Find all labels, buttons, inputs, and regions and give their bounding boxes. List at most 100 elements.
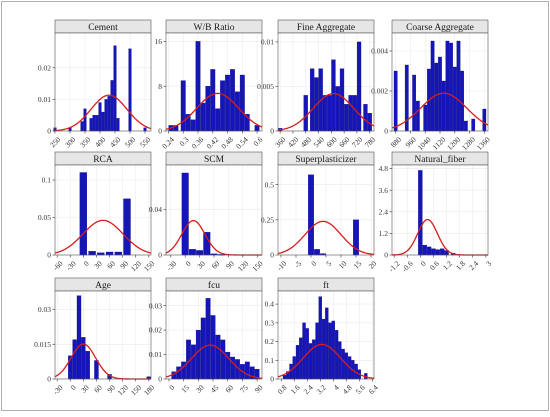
plot-area	[392, 165, 488, 255]
histogram-bar	[282, 375, 287, 380]
histogram-bar	[441, 80, 446, 132]
panel-cement: Cement 0 0.01 0.02 250 300 350 400 450 500 550	[38, 19, 153, 149]
x-tick-label: 120	[116, 383, 130, 397]
y-tick-label: 0.2	[265, 337, 275, 346]
x-tick-label: 1.6	[289, 383, 302, 396]
histogram-bar	[94, 360, 99, 380]
y-tick-label: 3.6	[379, 186, 389, 195]
density-curve	[277, 343, 375, 379]
y-tick-label: 0.03	[38, 305, 51, 314]
histogram-bar	[195, 41, 201, 132]
x-tick-label: 120	[129, 259, 143, 273]
x-tick-label: -0.6	[400, 259, 415, 274]
y-tick-label: 0	[47, 251, 51, 260]
x-tick-label: 0	[184, 259, 193, 268]
x-tick-label: 1360	[475, 135, 492, 152]
plot-area	[55, 165, 151, 255]
x-tick-label: 500	[123, 135, 137, 149]
x-tick-label: 0.48	[219, 135, 235, 151]
histogram-bar	[471, 118, 476, 132]
histogram-bar	[299, 337, 303, 380]
histogram-bar	[440, 248, 445, 256]
histogram-bar	[331, 59, 336, 132]
panel-title: ft	[323, 280, 329, 291]
y-tick-label: 0	[384, 127, 388, 136]
x-tick-label: 0.6	[251, 135, 264, 148]
x-tick-label: 2.4	[467, 259, 480, 272]
x-tick-label: 0.42	[204, 135, 220, 151]
y-tick-label: 16	[155, 37, 163, 46]
panel-title: W/B Ratio	[194, 23, 235, 33]
x-tick-label: 450	[108, 135, 122, 149]
y-tick-label: 0.002	[371, 87, 388, 96]
histogram-bar	[210, 315, 216, 380]
y-tick-label: 0.04	[149, 205, 162, 214]
x-tick-label: 1280	[460, 135, 477, 152]
histogram-bar	[113, 45, 117, 132]
histogram-bar	[76, 295, 82, 380]
y-tick-label: 0.05	[38, 213, 51, 222]
panel-border	[277, 290, 375, 380]
panel-title: Superplasticizer	[295, 155, 357, 165]
histogram-bar	[215, 334, 221, 380]
histogram-bar	[85, 351, 90, 380]
y-tick-label: 0.3	[265, 318, 275, 327]
panel-border	[277, 32, 375, 132]
y-tick-label: 0	[158, 127, 162, 136]
histogram-bar	[92, 115, 96, 132]
y-tick-label: 8	[158, 82, 162, 91]
y-tick-label: 4.8	[379, 164, 389, 173]
histogram-bar	[114, 251, 122, 256]
histogram-bar	[352, 95, 357, 132]
panel-w-b-ratio: W/B Ratio 0 8 16 0.24 0.3 0.36 0.42 0.48 0.54 0.6	[155, 19, 265, 151]
panel-title: Age	[95, 281, 111, 291]
y-tick-label: 0	[270, 375, 274, 384]
histogram-bar	[220, 80, 226, 132]
histogram-bar	[116, 118, 120, 132]
histogram-bar	[435, 249, 440, 256]
histogram-bar	[215, 108, 221, 132]
y-tick-label: 0	[270, 251, 274, 260]
panel-title: fcu	[208, 280, 220, 291]
histogram-bar	[254, 125, 260, 132]
histogram-bar	[234, 91, 240, 132]
y-tick-label: 0	[384, 251, 388, 260]
y-tick-label: 0	[270, 127, 274, 136]
density-curve	[165, 344, 263, 379]
x-tick-label: 780	[363, 135, 377, 149]
x-tick-label: 4	[332, 383, 341, 392]
histogram-bar	[434, 62, 439, 132]
histogram-bar	[482, 108, 487, 132]
histogram-bar	[328, 322, 332, 380]
figure-frame	[1, 1, 549, 411]
x-tick-label: 2.4	[302, 383, 315, 396]
x-tick-label: 300	[63, 135, 77, 149]
x-tick-label: 4.8	[341, 383, 354, 396]
x-tick-label: 0	[82, 259, 91, 268]
histogram-bar	[348, 95, 353, 132]
x-tick-label: 0.3	[178, 135, 191, 148]
y-tick-label: 0	[47, 375, 51, 384]
density-curve	[277, 92, 375, 131]
histogram-bar	[325, 307, 329, 380]
x-tick-label: 6.4	[367, 383, 380, 396]
y-tick-label: 0	[158, 375, 162, 384]
histogram-bar	[95, 115, 99, 132]
density-curve	[391, 92, 489, 129]
x-tick-label: 90	[224, 259, 236, 271]
histogram-bar	[104, 99, 108, 132]
histogram-bar	[128, 48, 132, 132]
histogram-bar	[196, 250, 204, 256]
histogram-bar	[239, 74, 245, 132]
x-tick-label: 3	[484, 259, 493, 268]
histogram-bar	[188, 249, 196, 256]
x-tick-label: 0.6	[428, 259, 441, 272]
histogram-bar	[200, 102, 206, 132]
panel-title: Fine Aggregate	[297, 23, 355, 33]
histogram-bar	[143, 127, 147, 132]
y-tick-label: 0.4	[265, 300, 275, 309]
panel-fine-aggregate: Fine Aggregate00.0050.013604204805406006…	[257, 19, 377, 149]
